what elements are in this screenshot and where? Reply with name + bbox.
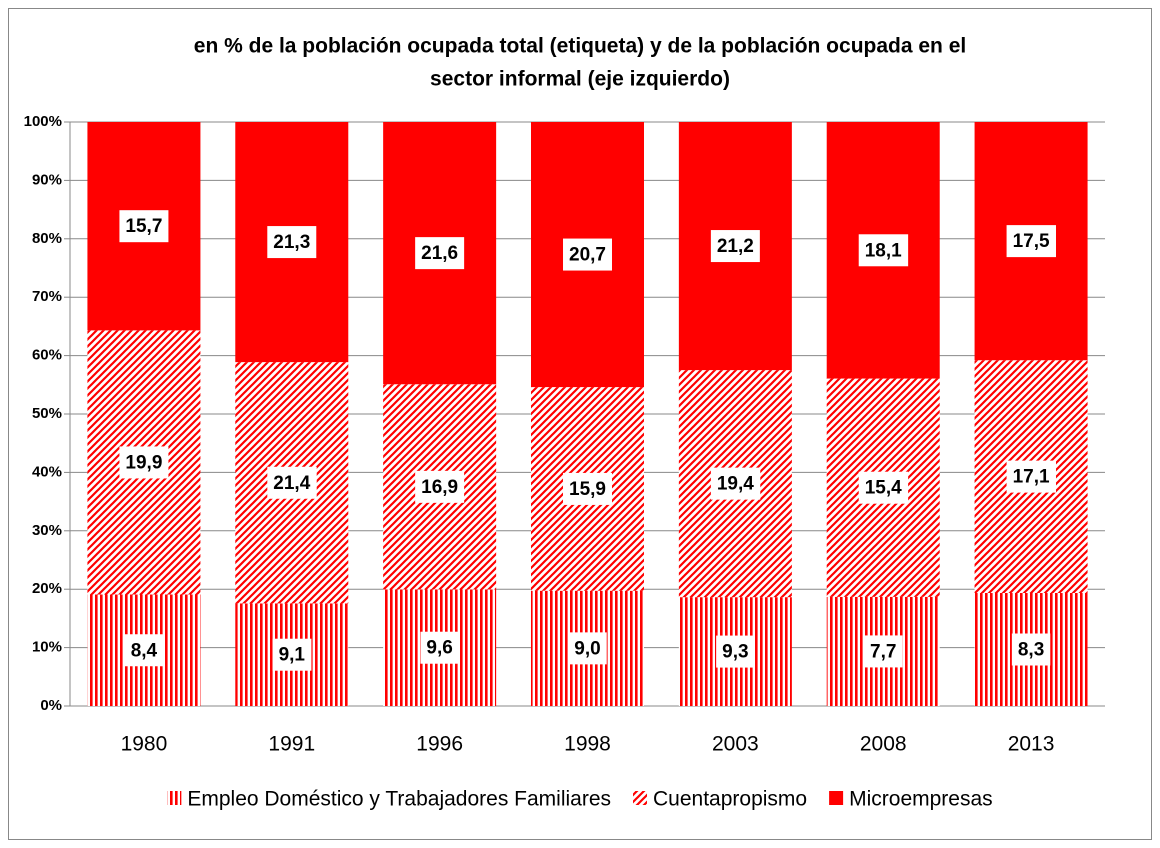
y-tick-label: 80% <box>32 230 62 247</box>
data-label: 8,3 <box>1018 640 1044 661</box>
data-label: 21,4 <box>273 473 310 494</box>
legend-swatch <box>633 791 648 805</box>
data-label-box <box>267 466 317 499</box>
data-label-box <box>864 635 903 668</box>
data-label-box <box>858 234 909 267</box>
data-label-box <box>563 472 612 505</box>
data-label: 19,9 <box>125 452 162 473</box>
x-tick-label: 2008 <box>860 733 907 756</box>
data-label-box <box>272 638 312 671</box>
legend-label: Empleo Doméstico y Trabajadores Familiar… <box>187 788 611 811</box>
data-label: 9,6 <box>426 638 452 659</box>
y-tick-label: 20% <box>32 580 62 597</box>
data-label-box <box>267 226 317 259</box>
data-label-box <box>119 446 169 479</box>
data-label-box <box>124 634 164 667</box>
data-label: 18,1 <box>865 240 902 261</box>
data-label-box <box>568 632 607 665</box>
data-label-box <box>1011 633 1051 666</box>
y-tick-label: 0% <box>40 697 62 714</box>
data-label: 16,9 <box>421 477 458 498</box>
data-label: 7,7 <box>870 641 896 662</box>
data-label-box <box>858 471 909 504</box>
legend-swatch <box>167 791 182 805</box>
data-label-box <box>415 470 465 503</box>
data-label: 17,1 <box>1013 467 1050 488</box>
data-label-box <box>415 237 465 270</box>
data-label: 15,7 <box>125 216 162 237</box>
y-tick-label: 100% <box>24 113 62 130</box>
x-tick-label: 1991 <box>268 733 315 756</box>
data-label-box <box>710 230 760 263</box>
data-label-box <box>1006 225 1056 258</box>
data-label-box <box>710 467 761 500</box>
x-tick-label: 1996 <box>416 733 463 756</box>
chart-title: sector informal (eje izquierdo) <box>430 68 730 91</box>
y-tick-label: 90% <box>32 171 62 188</box>
data-label: 21,2 <box>717 236 754 257</box>
chart-title: en % de la población ocupada total (etiq… <box>194 35 966 58</box>
x-tick-label: 1998 <box>564 733 611 756</box>
legend-label: Microempresas <box>849 788 993 811</box>
data-label: 9,3 <box>722 642 748 663</box>
legend-swatch <box>829 791 844 805</box>
data-label: 20,7 <box>569 245 606 266</box>
x-tick-label: 2013 <box>1008 733 1055 756</box>
data-label: 15,9 <box>569 479 606 500</box>
data-label-box <box>420 631 459 664</box>
data-label: 21,3 <box>273 232 310 253</box>
data-label-box <box>119 210 169 243</box>
y-tick-label: 70% <box>32 288 62 305</box>
data-label-box <box>716 635 755 668</box>
data-label-box <box>563 238 612 271</box>
y-tick-label: 50% <box>32 405 62 422</box>
data-label: 17,5 <box>1013 231 1050 252</box>
data-label: 19,4 <box>717 474 754 495</box>
data-label: 15,4 <box>865 478 902 499</box>
x-tick-label: 1980 <box>121 733 168 756</box>
data-label: 8,4 <box>131 640 158 661</box>
data-label: 21,6 <box>421 243 458 264</box>
y-tick-label: 40% <box>32 463 62 480</box>
y-tick-label: 30% <box>32 522 62 539</box>
data-label-box <box>1006 460 1056 493</box>
legend-label: Cuentapropismo <box>653 788 807 811</box>
y-tick-label: 60% <box>32 347 62 364</box>
x-tick-label: 2003 <box>712 733 759 756</box>
data-label: 9,0 <box>574 638 600 659</box>
data-label: 9,1 <box>279 645 306 666</box>
y-tick-label: 10% <box>32 639 62 656</box>
